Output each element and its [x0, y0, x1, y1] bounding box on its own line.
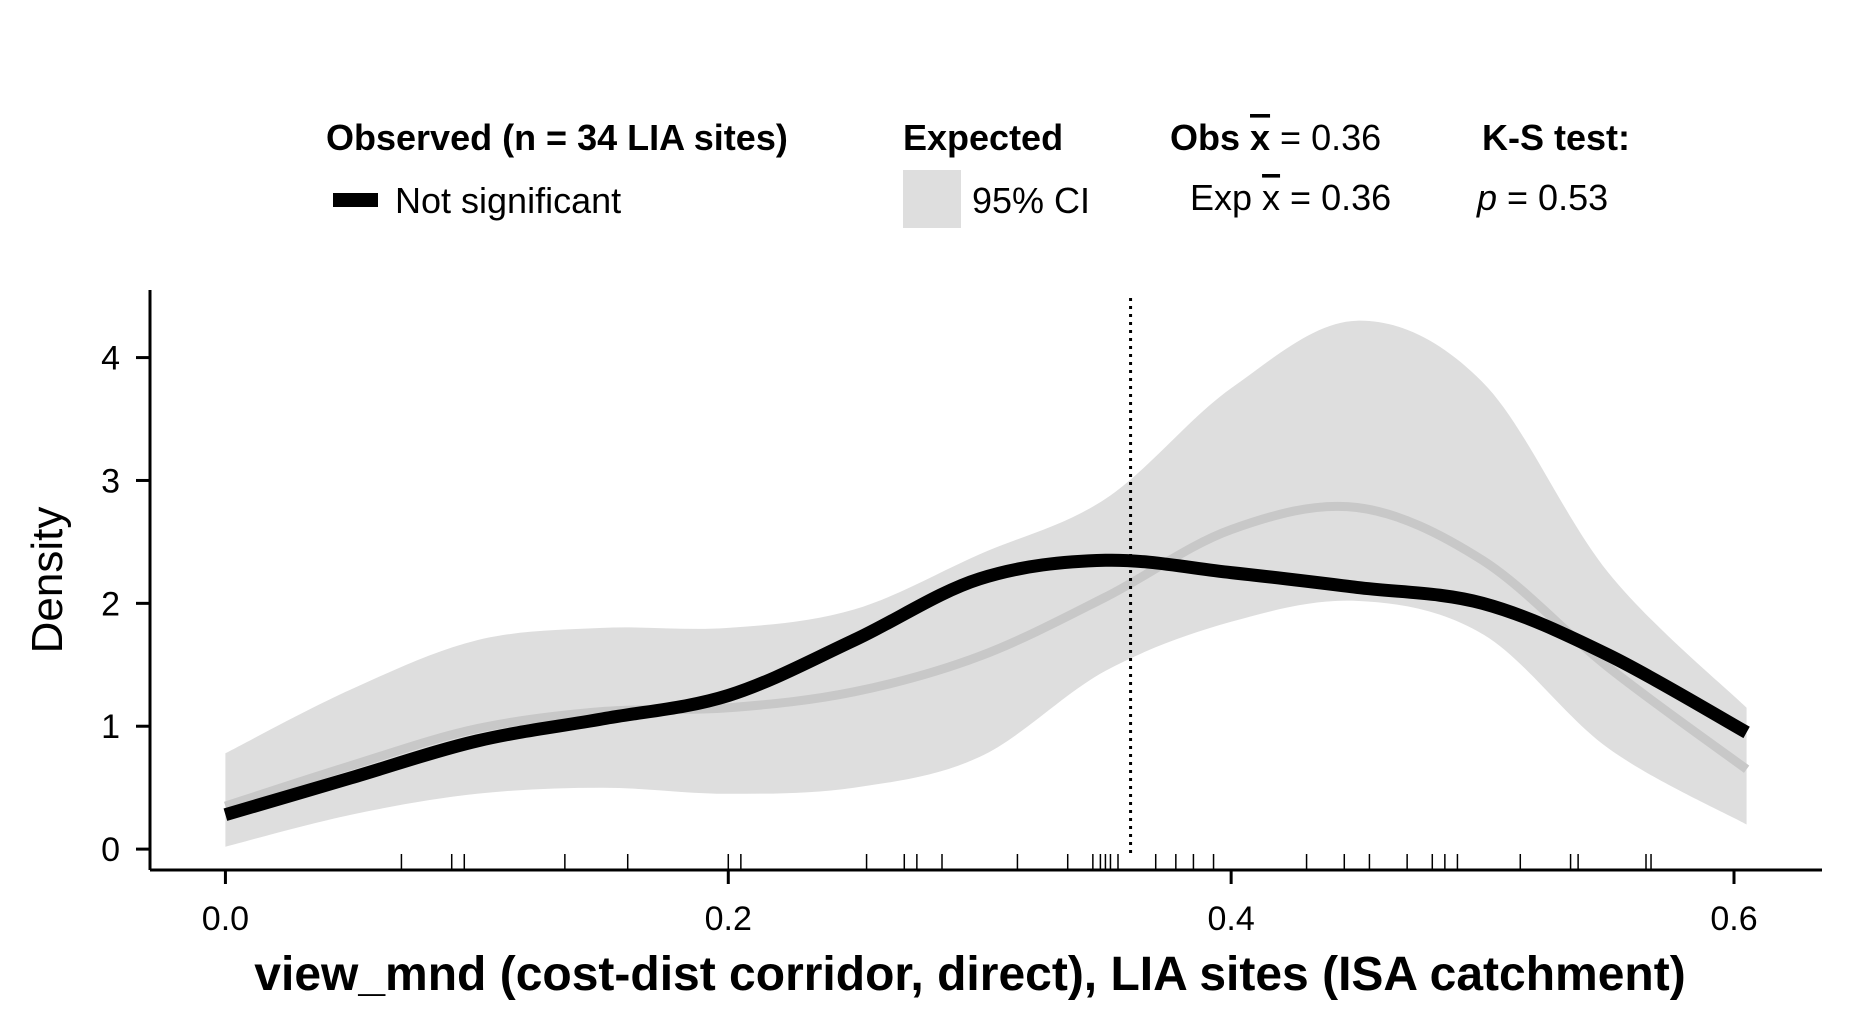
exp-mean-symbol: x — [1262, 177, 1280, 218]
legend: Observed (n = 34 LIA sites) Not signific… — [326, 117, 1630, 228]
obs-mean-prefix: Obs — [1170, 117, 1250, 158]
x-tick-label: 0.6 — [1710, 900, 1757, 938]
x-ticks: 0.0 0.2 0.4 0.6 — [202, 870, 1758, 938]
axes: 0.0 0.2 0.4 0.6 0 1 2 3 4 — [101, 290, 1822, 938]
y-axis-title: Density — [23, 507, 72, 654]
legend-expected-title: Expected — [903, 117, 1063, 158]
x-tick-label: 0.0 — [202, 900, 249, 938]
x-tick-label: 0.2 — [705, 900, 752, 938]
expected-mean-line — [224, 501, 1750, 811]
x-axis-title: view_mnd (cost-dist corridor, direct), L… — [254, 948, 1685, 1001]
y-tick-label: 0 — [101, 831, 120, 869]
plot-area — [223, 298, 1750, 870]
x-tick-label: 0.4 — [1208, 900, 1255, 938]
legend-ks-title: K-S test: — [1482, 117, 1630, 158]
obs-mean-symbol: x — [1250, 117, 1270, 158]
legend-obs-mean: Obs x = 0.36 — [1170, 117, 1381, 158]
legend-ci-item: 95% CI — [972, 180, 1090, 221]
legend-ks-p: p = 0.53 — [1476, 177, 1608, 218]
legend-ci-key — [903, 170, 961, 228]
y-tick-label: 1 — [101, 708, 120, 746]
legend-exp-mean: Exp x = 0.36 — [1190, 177, 1391, 218]
ks-p-value: = 0.53 — [1497, 177, 1608, 218]
y-tick-label: 2 — [101, 585, 120, 623]
exp-mean-prefix: Exp — [1190, 177, 1262, 218]
exp-mean-value: = 0.36 — [1280, 177, 1391, 218]
ks-p-symbol: p — [1476, 177, 1497, 218]
legend-observed-item: Not significant — [395, 180, 621, 221]
y-tick-label: 4 — [101, 340, 120, 378]
observed-density-line — [223, 553, 1750, 821]
y-ticks: 0 1 2 3 4 — [101, 340, 150, 869]
obs-mean-value: = 0.36 — [1270, 117, 1381, 158]
legend-observed-title: Observed (n = 34 LIA sites) — [326, 117, 788, 158]
rug-marks — [400, 854, 1652, 870]
y-tick-label: 3 — [101, 462, 120, 500]
